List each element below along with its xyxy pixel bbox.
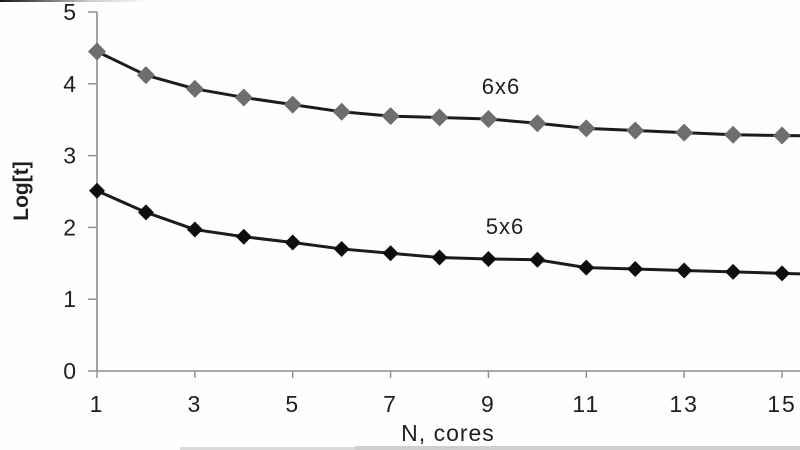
y-tick-label-3: 3 xyxy=(63,143,76,169)
series-6x6-marker-10 xyxy=(528,114,547,133)
series-5x6-marker-12 xyxy=(627,261,644,278)
x-tick-label-15: 15 xyxy=(767,391,797,417)
y-tick-label-4: 4 xyxy=(63,71,76,97)
series-6x6-marker-7 xyxy=(381,107,400,126)
bottom-edge-artifact-left xyxy=(180,447,370,450)
x-tick-label-3: 3 xyxy=(187,391,202,417)
series-6x6-marker-8 xyxy=(430,108,449,127)
series-6x6-marker-12 xyxy=(626,121,645,140)
series-6x6-marker-5 xyxy=(283,95,302,114)
x-tick-label-1: 1 xyxy=(90,391,105,417)
series-5x6-marker-15 xyxy=(774,265,791,282)
series-5x6-marker-2 xyxy=(137,204,154,221)
series-5x6-marker-6 xyxy=(333,240,350,257)
series-5x6-marker-7 xyxy=(382,245,399,262)
y-tick-label-5: 5 xyxy=(63,0,76,25)
y-tick-label-1: 1 xyxy=(63,286,76,312)
series-label-6x6: 6x6 xyxy=(481,74,521,99)
x-tick-label-13: 13 xyxy=(669,391,699,417)
series-6x6-line xyxy=(96,50,800,138)
series-5x6-marker-1 xyxy=(89,182,105,199)
series-5x6-marker-3 xyxy=(186,221,203,238)
y-tick-label-0: 0 xyxy=(63,358,76,384)
series-6x6-marker-2 xyxy=(136,66,155,85)
x-tick-label-5: 5 xyxy=(285,391,300,417)
series-6x6-marker-4 xyxy=(234,88,253,107)
series-5x6-marker-9 xyxy=(480,250,497,267)
series-6x6-marker-11 xyxy=(577,119,596,138)
series-6x6-marker-13 xyxy=(675,123,694,142)
top-edge-artifact xyxy=(0,0,150,2)
series-6x6-marker-14 xyxy=(724,125,743,144)
series-5x6-marker-11 xyxy=(578,259,595,276)
series-5x6-line xyxy=(96,189,800,276)
series-5x6-marker-13 xyxy=(676,262,693,279)
series-6x6-marker-15 xyxy=(773,126,792,145)
series-5x6-marker-10 xyxy=(529,251,546,268)
series-5x6-marker-8 xyxy=(431,249,448,266)
x-tick-label-7: 7 xyxy=(383,391,398,417)
bottom-edge-artifact-right xyxy=(355,446,800,450)
x-tick-label-9: 9 xyxy=(481,391,496,417)
x-tick-label-11: 11 xyxy=(572,391,600,417)
series-label-5x6: 5x6 xyxy=(485,214,525,239)
series-6x6-marker-1 xyxy=(88,42,106,61)
series-5x6-marker-5 xyxy=(284,234,301,251)
series-6x6-marker-6 xyxy=(332,102,351,121)
series-6x6-marker-3 xyxy=(185,79,204,98)
series-5x6-marker-4 xyxy=(235,228,252,245)
series-6x6-marker-9 xyxy=(479,109,498,128)
series-5x6-marker-14 xyxy=(725,263,742,280)
x-axis-title: N, cores xyxy=(401,420,495,446)
y-axis-title: Log[t] xyxy=(10,161,33,221)
y-tick-label-2: 2 xyxy=(63,214,76,240)
